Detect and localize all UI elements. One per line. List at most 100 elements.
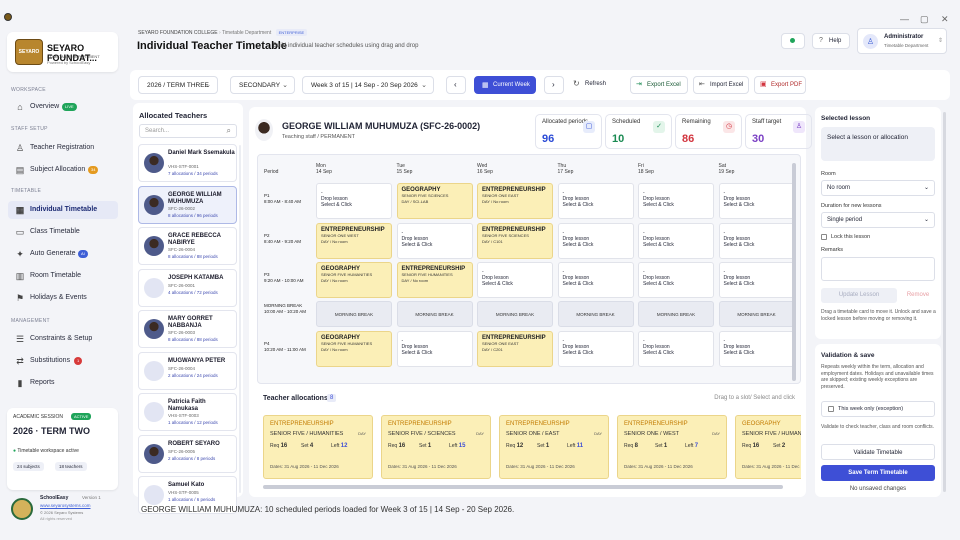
teacher-card[interactable]: MUGWANYA PETER SFC-26-0004 2 allocations /… [138, 351, 237, 390]
session-card: ACADEMIC SESSION ACTIVE 2026 · TERM TWO … [7, 408, 118, 490]
nav-constraints-setup[interactable]: ☰ Constraints & Setup [15, 334, 93, 344]
duration-select[interactable]: Single period ⌄ [821, 212, 935, 228]
selection-help: Drag a timetable card to move it. Unlock… [821, 309, 936, 322]
level-select[interactable]: SECONDARY ⌄ [230, 76, 295, 94]
nav-reports[interactable]: ▮ Reports [8, 374, 118, 392]
export-excel-button[interactable]: ⇥ Export Excel [630, 76, 688, 94]
week-select[interactable]: Week 3 of 15 | 14 Sep - 20 Sep 2026 ⌄ [302, 76, 434, 94]
nav-substitutions[interactable]: ⇄ Substitutions 1 [8, 352, 118, 370]
empty-slot[interactable]: - Drop lesson Select & Click [638, 331, 714, 367]
empty-slot[interactable]: - Drop lesson Select & Click [638, 183, 714, 219]
current-week-button[interactable]: ▦ Current Week [474, 76, 536, 94]
allocation-card[interactable]: ENTREPRENEURSHIP SENIOR FIVE / HUMANITIES… [263, 415, 373, 479]
subject-count-badge: 34 [88, 166, 99, 174]
nav-auto-generate[interactable]: ✦ Auto Generate AI [8, 245, 118, 263]
allocations-section: Teacher allocations 8 Drag to a slot/ Se… [257, 389, 801, 493]
teacher-name: ROBERT SEYARO [168, 440, 220, 447]
website-link[interactable]: www.seyarosystems.com [40, 503, 91, 508]
close-button[interactable]: ✕ [941, 14, 949, 24]
maximize-button[interactable]: ▢ [920, 14, 929, 24]
teacher-card[interactable]: Samuel Kato VHS-STF-0005 1 allocations / 6… [138, 476, 237, 514]
empty-slot[interactable]: - Drop lesson Select & Click [718, 183, 795, 219]
ai-badge: AI [78, 250, 88, 258]
remarks-field[interactable] [821, 257, 935, 281]
nav-individual-timetable[interactable]: ▦ Individual Timetable [8, 201, 118, 219]
empty-slot[interactable]: - Drop lesson Select & Click [396, 223, 473, 259]
teacher-card[interactable]: Patricia Faith Namukasa VHS-STF-0003 1 all… [138, 393, 237, 431]
next-week-button[interactable]: › [544, 76, 564, 94]
brand-card: SEYARO SEYARO FOUNDAT... • TIMETABLE DEP… [7, 32, 118, 72]
stat-card: Allocated periods 96 ▢ [535, 114, 602, 149]
validate-button[interactable]: Validate Timetable [821, 444, 935, 460]
export-pdf-button[interactable]: ▣ Export PDF [754, 76, 806, 94]
user-menu[interactable]: ♙ Administrator Timetable Department ⇕ [857, 28, 947, 54]
right-scrollbar[interactable] [943, 112, 946, 492]
grid-scrollbar[interactable] [792, 163, 796, 381]
stat-label: Allocated periods [542, 119, 589, 125]
empty-slot[interactable]: - Drop lesson Select & Click [718, 262, 795, 298]
refresh-button[interactable]: ↻ Refresh [569, 76, 615, 94]
empty-slot[interactable]: - Drop lesson Select & Click [316, 183, 392, 219]
empty-slot[interactable]: - Drop lesson Select & Click [396, 331, 473, 367]
question-icon: ? [819, 37, 823, 44]
teacher-card[interactable]: GRACE REBECCA NABIRYE SFC-26-0004 8 alloca… [138, 227, 237, 265]
teacher-card[interactable]: MARY GORRET NABBANJA SFC-26-0003 8 allocat… [138, 310, 237, 348]
import-excel-button[interactable]: ⇤ Import Excel [693, 76, 749, 94]
remove-button[interactable]: Remove [906, 292, 930, 298]
teacher-name: Daniel Mark Ssemakula [168, 150, 235, 156]
teacher-avatar [144, 485, 164, 505]
nav-class-timetable[interactable]: ▭ Class Timetable [15, 227, 80, 237]
empty-slot[interactable]: - Drop lesson Select & Click [718, 331, 795, 367]
allocation-card[interactable]: ENTREPRENEURSHIP SENIOR FIVE / SCIENCES DA… [381, 415, 491, 479]
teacher-card[interactable]: ROBERT SEYARO SFC-26-0005 2 allocations / … [138, 434, 237, 473]
empty-slot[interactable]: - Drop lesson Select & Click [718, 223, 795, 259]
room-select[interactable]: No room ⌄ [821, 180, 935, 196]
allocation-card[interactable]: ENTREPRENEURSHIP SENIOR ONE / EAST DAY Req … [499, 415, 609, 479]
lesson-card[interactable]: ENTREPRENEURSHIP SENIOR ONE EAST DAY / No … [477, 183, 553, 219]
empty-slot[interactable]: - Drop lesson Select & Click [557, 262, 634, 298]
break-cell: MORNING BREAK [396, 301, 473, 327]
lesson-room: DAY / No room [321, 239, 348, 244]
nav-subject-allocation[interactable]: ▤ Subject Allocation 34 [8, 161, 118, 179]
teacher-name: MUGWANYA PETER [168, 357, 226, 364]
lesson-class: SENIOR ONE EAST [482, 193, 519, 198]
allocation-card[interactable]: ENTREPRENEURSHIP SENIOR ONE / WEST DAY Req … [617, 415, 727, 479]
lesson-card[interactable]: GEOGRAPHY SENIOR FIVE SCIENCES DAY / SCI-L… [396, 183, 473, 219]
update-lesson-button[interactable]: Update Lesson [821, 288, 897, 303]
lesson-class: SENIOR FIVE HUMANITIES [401, 272, 453, 277]
lesson-card[interactable]: ENTREPRENEURSHIP SENIOR ONE WEST DAY / No … [316, 223, 392, 259]
empty-slot[interactable]: - Drop lesson Select & Click [638, 262, 714, 298]
nav-overview[interactable]: ⌂ Overview LIVE [8, 98, 118, 116]
save-term-button[interactable]: Save Term Timetable [821, 465, 935, 481]
teacher-card[interactable]: GEORGE WILLIAM MUHUMUZA SFC-26-0002 8 allo… [138, 185, 237, 224]
lock-checkbox[interactable] [821, 234, 827, 240]
nav-holidays-events[interactable]: ⚑ Holidays & Events [15, 293, 87, 303]
allocation-set: Set 2 [773, 443, 786, 449]
teacher-search[interactable]: Search... ⌕ [139, 124, 237, 138]
empty-slot[interactable]: - Drop lesson Select & Click [557, 183, 634, 219]
exception-toggle[interactable]: This week only (exception) [821, 401, 935, 417]
lesson-card[interactable]: ENTREPRENEURSHIP SENIOR ONE EAST DAY / C20… [477, 331, 553, 367]
teacher-avatar [144, 277, 164, 298]
teacher-list-scrollbar[interactable] [239, 145, 241, 493]
search-icon: ⌕ [226, 126, 231, 135]
teacher-card[interactable]: JOSEPH KATAMBA SFC-26-0001 4 allocations /… [138, 268, 237, 307]
lesson-card[interactable]: ENTREPRENEURSHIP SENIOR FIVE SCIENCES DAY … [477, 223, 553, 259]
empty-slot[interactable]: - Drop lesson Select & Click [557, 223, 634, 259]
lesson-card[interactable]: GEOGRAPHY SENIOR FIVE HUMANITIES DAY / No … [316, 262, 392, 298]
lesson-card[interactable]: GEOGRAPHY SENIOR FIVE HUMANITIES DAY / No … [316, 331, 392, 367]
nav-teacher-registration[interactable]: ♙ Teacher Registration [15, 143, 95, 153]
empty-slot[interactable]: - Drop lesson Select & Click [477, 262, 553, 298]
minimize-button[interactable]: — [900, 14, 909, 24]
teacher-card[interactable]: Daniel Mark Ssemakula VHS-STF-0001 7 alloc… [138, 144, 237, 182]
lesson-card[interactable]: ENTREPRENEURSHIP SENIOR FIVE HUMANITIES DA… [396, 262, 473, 298]
prev-week-button[interactable]: ‹ [446, 76, 466, 94]
allocation-scrollbar[interactable] [263, 485, 783, 489]
nav-room-timetable[interactable]: ▥ Room Timetable [15, 271, 81, 281]
empty-slot[interactable]: - Drop lesson Select & Click [638, 223, 714, 259]
help-button[interactable]: ? Help [812, 33, 850, 49]
empty-slot[interactable]: - Drop lesson Select & Click [557, 331, 634, 367]
subjects-chip: 24 subjects [13, 462, 44, 471]
term-select[interactable]: 2026 / TERM THREE ⌄ [138, 76, 218, 94]
